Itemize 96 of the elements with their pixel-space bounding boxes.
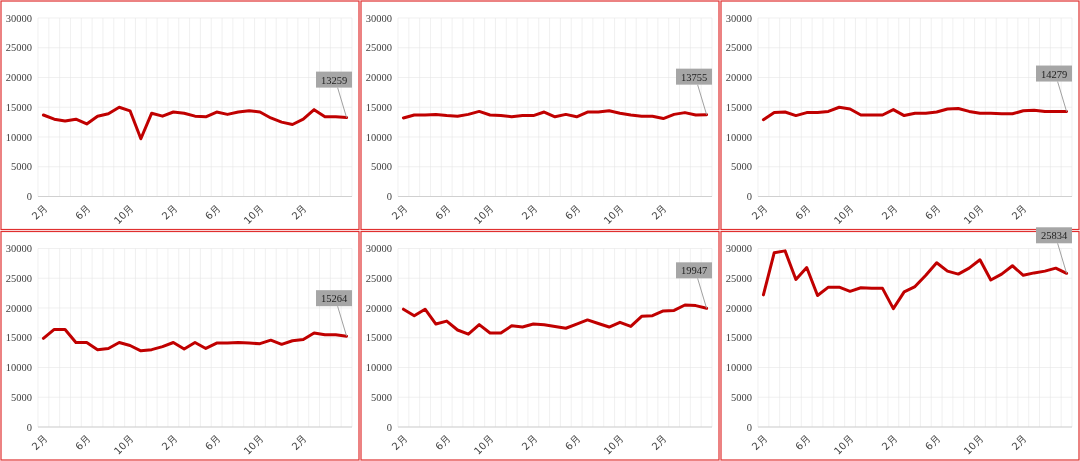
y-tick-label: 0 (746, 421, 752, 433)
x-tick-label: 6月 (202, 432, 223, 453)
y-tick-label: 30000 (5, 12, 32, 24)
y-tick-label: 20000 (365, 72, 392, 83)
y-tick-label: 25000 (725, 272, 752, 284)
y-tick-label: 5000 (371, 391, 392, 403)
x-tick-label: 6月 (562, 202, 583, 222)
y-tick-label: 30000 (365, 12, 392, 24)
x-tick-label: 6月 (433, 432, 453, 453)
x-tick-label: 2月 (1009, 202, 1029, 222)
x-tick-label: 2月 (289, 202, 309, 222)
line-series (401, 109, 709, 121)
x-tick-label: 6月 (922, 202, 943, 222)
y-tick-label: 5000 (731, 161, 752, 173)
y-tick-label: 0 (26, 191, 32, 202)
y-tick-label: 10000 (5, 362, 32, 373)
x-tick-label: 10月 (601, 202, 626, 227)
x-tick-label: 2月 (749, 202, 770, 222)
line-series (761, 249, 1069, 311)
x-tick-label: 10月 (241, 202, 266, 227)
y-tick-label: 10000 (365, 131, 392, 143)
y-tick-label: 5000 (731, 391, 752, 403)
x-tick-label: 10月 (111, 202, 136, 227)
x-tick-label: 10月 (831, 432, 856, 457)
x-tick-label: 2月 (29, 202, 50, 222)
y-tick-label: 15000 (725, 332, 752, 344)
x-tick-label: 2月 (519, 202, 539, 222)
x-tick-label: 6月 (793, 432, 813, 453)
x-tick-label: 10月 (241, 432, 266, 457)
x-tick-label: 2月 (649, 432, 669, 453)
y-tick-label: 20000 (5, 302, 32, 314)
line-series (761, 105, 1069, 122)
x-tick-label: 2月 (29, 432, 50, 453)
data-label: 14279 (1040, 68, 1068, 80)
x-tick-label: 2月 (159, 202, 179, 222)
y-tick-label: 25000 (5, 42, 32, 54)
x-tick-label: 10月 (601, 432, 626, 457)
y-tick-label: 20000 (725, 302, 752, 314)
x-tick-label: 6月 (73, 202, 93, 222)
x-tick-label: 6月 (793, 202, 813, 222)
y-tick-label: 10000 (365, 362, 392, 373)
x-tick-label: 2月 (389, 432, 410, 453)
y-tick-label: 0 (26, 421, 32, 433)
y-tick-label: 25000 (5, 272, 32, 284)
y-tick-label: 0 (746, 191, 752, 202)
y-tick-label: 30000 (365, 243, 392, 254)
y-tick-label: 15000 (5, 332, 32, 344)
y-tick-label: 30000 (725, 243, 752, 254)
x-tick-label: 2月 (289, 432, 309, 453)
data-label: 15264 (320, 293, 348, 305)
y-tick-label: 15000 (725, 101, 752, 113)
x-tick-label: 6月 (202, 202, 223, 222)
y-tick-label: 20000 (725, 72, 752, 83)
y-tick-label: 15000 (365, 332, 392, 344)
x-tick-label: 6月 (73, 432, 93, 453)
x-tick-label: 10月 (471, 432, 496, 457)
x-tick-label: 10月 (961, 202, 986, 227)
y-tick-label: 25000 (725, 42, 752, 54)
y-tick-label: 15000 (5, 101, 32, 113)
x-tick-label: 2月 (649, 202, 669, 222)
y-tick-label: 5000 (371, 161, 392, 173)
y-tick-label: 5000 (11, 161, 32, 173)
x-tick-label: 2月 (749, 432, 770, 453)
line-series (41, 327, 349, 353)
data-label: 19947 (680, 265, 708, 277)
data-label: 13755 (680, 71, 708, 83)
y-tick-label: 10000 (725, 131, 752, 143)
x-tick-label: 2月 (1009, 432, 1029, 453)
x-tick-label: 2月 (389, 202, 410, 222)
line-series (41, 105, 349, 141)
x-tick-label: 2月 (879, 432, 899, 453)
y-tick-label: 5000 (11, 391, 32, 403)
y-tick-label: 25000 (365, 272, 392, 284)
y-tick-label: 20000 (5, 72, 32, 83)
y-tick-label: 30000 (725, 12, 752, 24)
x-tick-label: 6月 (922, 432, 943, 453)
y-tick-label: 0 (386, 191, 392, 202)
y-tick-label: 30000 (5, 243, 32, 254)
x-tick-label: 10月 (111, 432, 136, 457)
x-tick-label: 2月 (879, 202, 899, 222)
line-series (401, 303, 709, 336)
y-tick-label: 10000 (725, 362, 752, 373)
y-tick-label: 10000 (5, 131, 32, 143)
x-tick-label: 10月 (961, 432, 986, 457)
x-tick-label: 2月 (519, 432, 539, 453)
y-tick-label: 0 (386, 421, 392, 433)
x-tick-label: 6月 (433, 202, 453, 222)
y-tick-label: 20000 (365, 302, 392, 314)
y-tick-label: 25000 (365, 42, 392, 54)
x-tick-label: 10月 (471, 202, 496, 227)
x-tick-label: 6月 (562, 432, 583, 453)
data-label: 25834 (1040, 230, 1068, 242)
x-tick-label: 2月 (159, 432, 179, 453)
x-tick-label: 10月 (831, 202, 856, 227)
y-tick-label: 15000 (365, 101, 392, 113)
data-label: 13259 (320, 74, 348, 86)
